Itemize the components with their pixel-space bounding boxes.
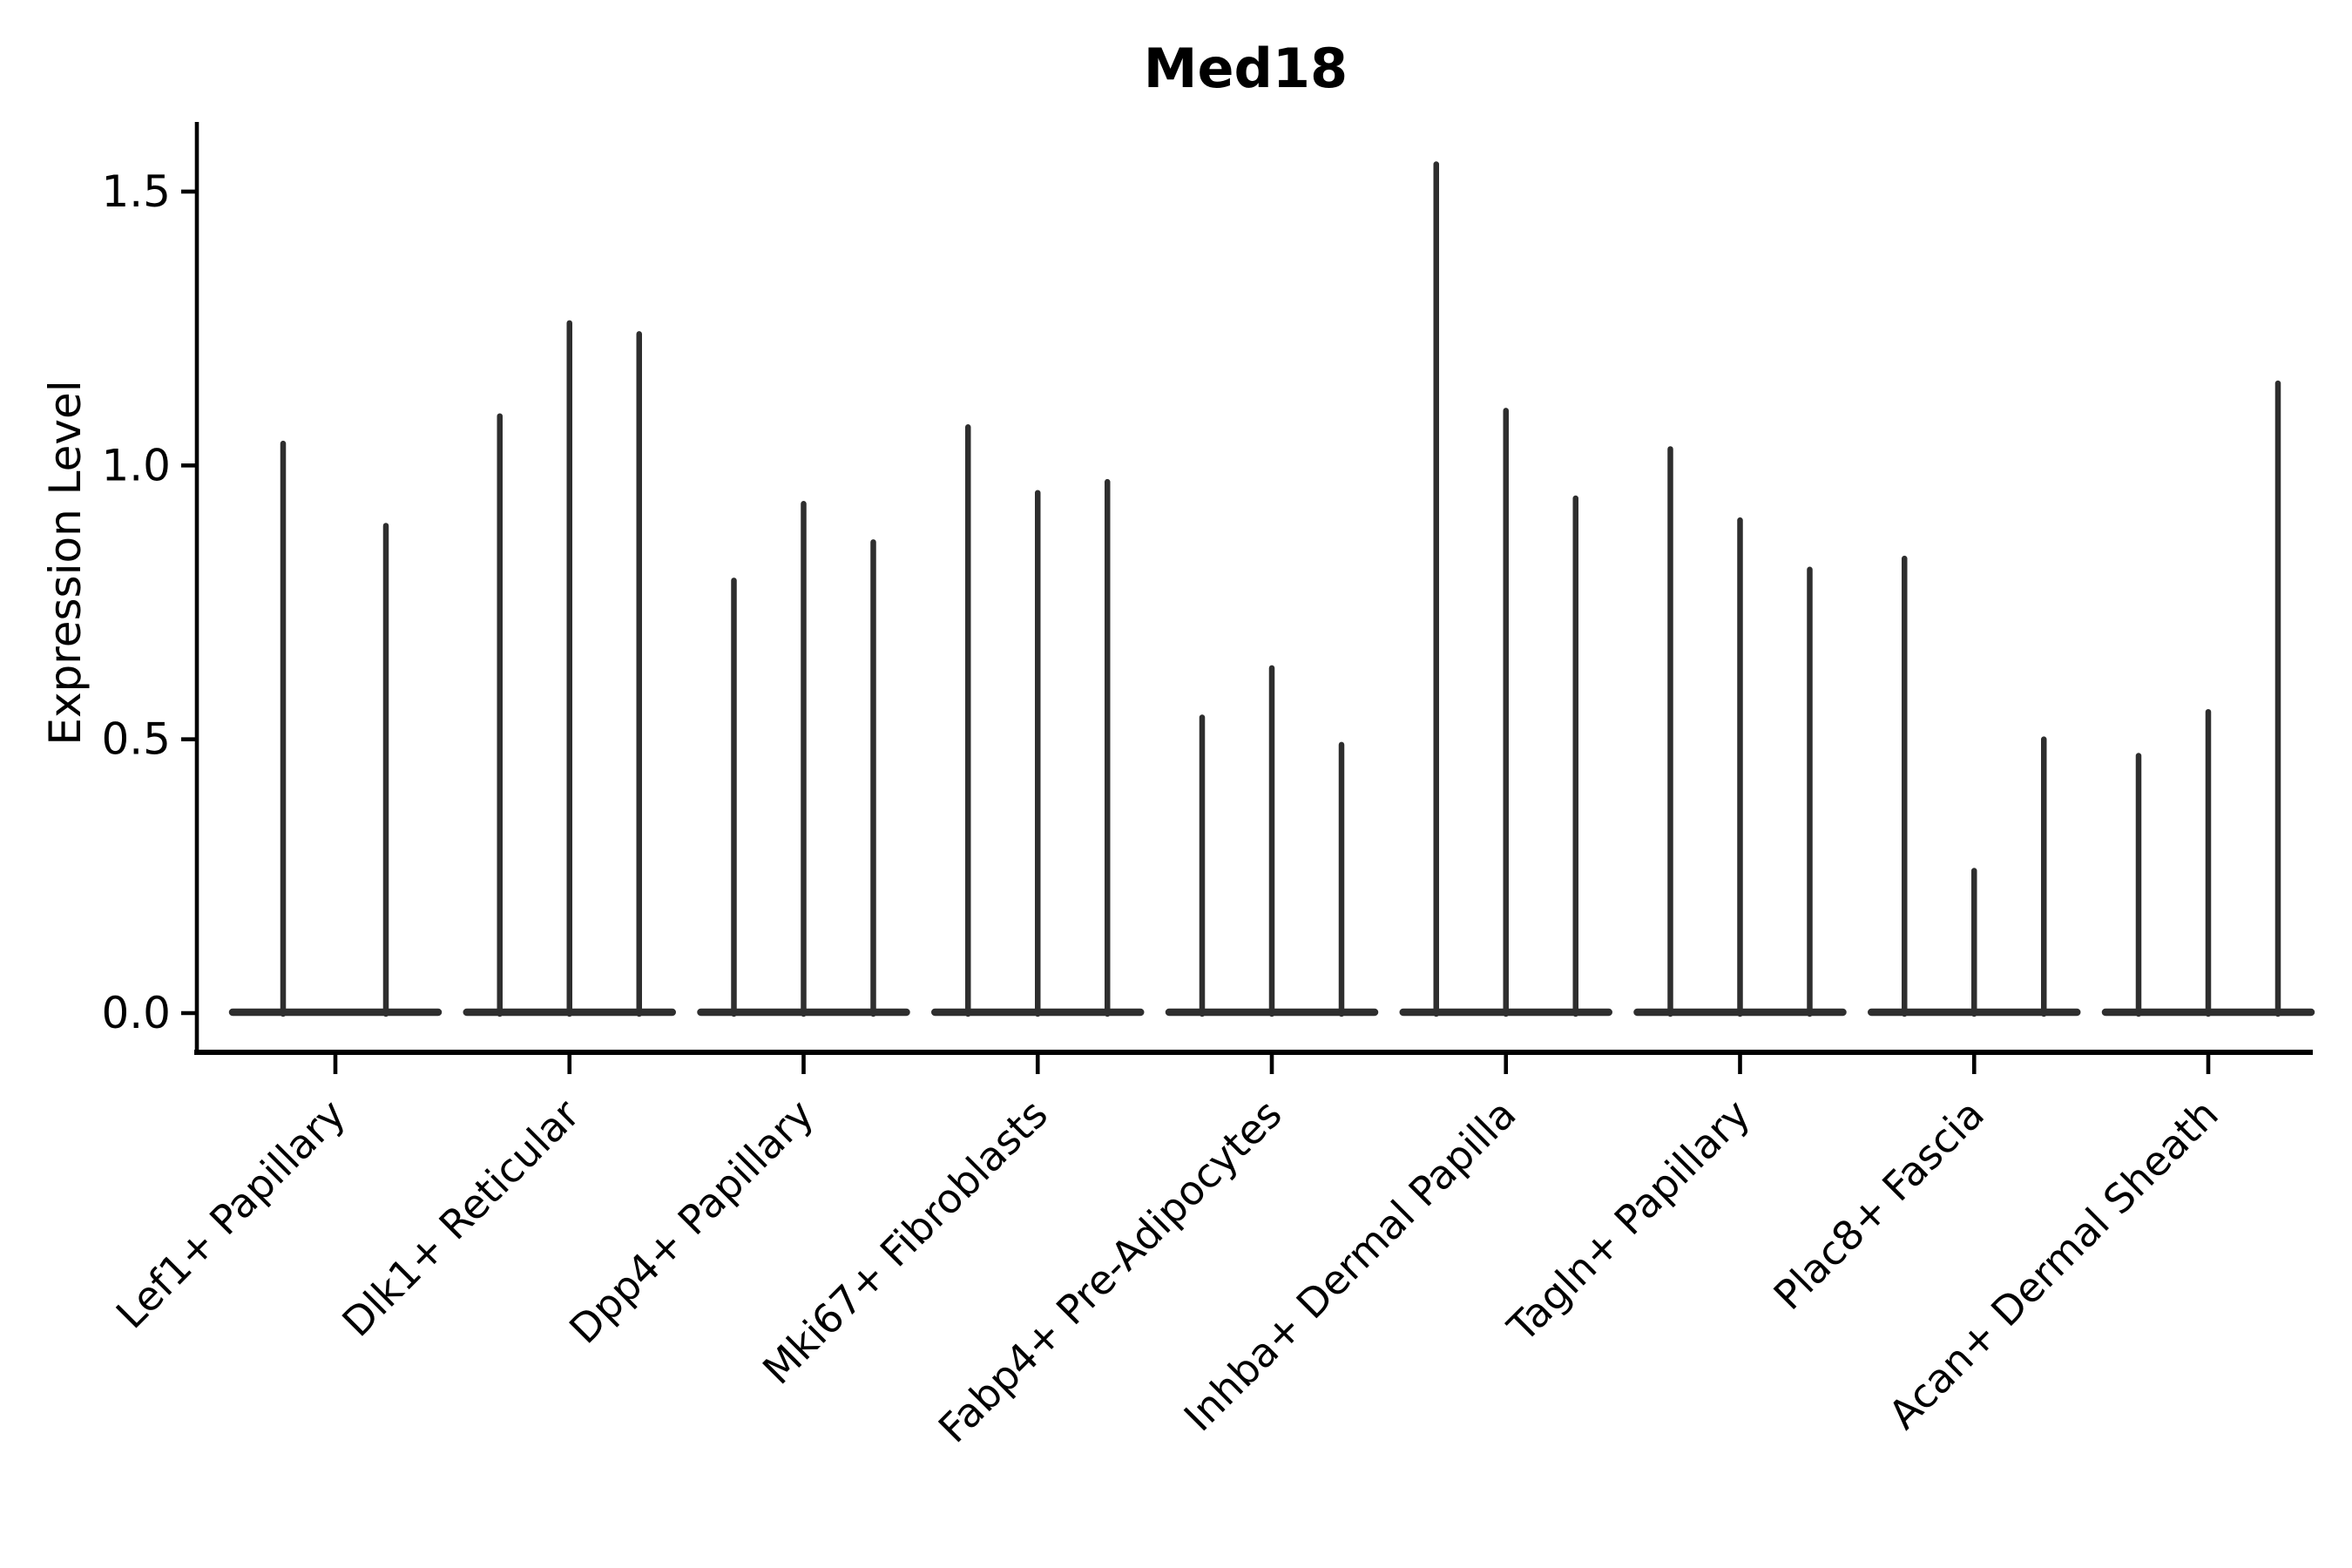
x-tick-label-0: Lef1+ Papillary bbox=[107, 1091, 355, 1338]
y-tick-label-3: 1.5 bbox=[101, 166, 171, 217]
y-axis-label: Expression Level bbox=[40, 380, 91, 745]
y-tick-label-2: 1.0 bbox=[101, 440, 171, 490]
x-tick-label-2: Dpp4+ Papillary bbox=[560, 1091, 822, 1353]
x-tick-label-6: Tagln+ Papillary bbox=[1498, 1091, 1760, 1352]
chart-title: Med18 bbox=[1144, 37, 1348, 100]
y-tick-label-0: 0.0 bbox=[101, 988, 171, 1038]
x-tick-label-1: Dlk1+ Reticular bbox=[333, 1091, 588, 1346]
y-tick-label-1: 0.5 bbox=[101, 714, 171, 765]
x-tick-label-7: Plac8+ Fascia bbox=[1765, 1091, 1993, 1319]
